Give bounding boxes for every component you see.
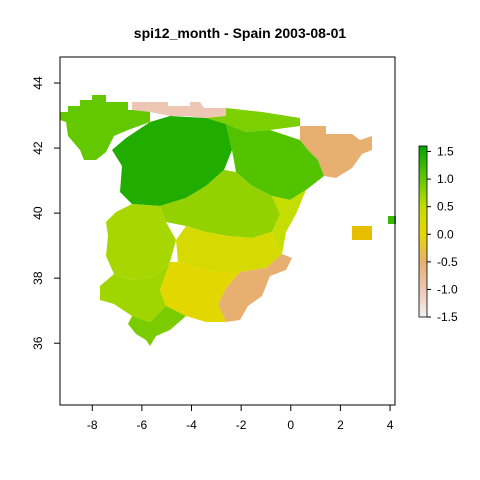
legend-ticks: 1.5 1.0 0.5 0.0 -0.5 -1.0 -1.5 — [427, 145, 458, 324]
y-tick-label: 38 — [31, 271, 45, 285]
legend-tick-label: -0.5 — [437, 255, 458, 269]
y-tick-label: 36 — [31, 336, 45, 350]
region-menorca — [388, 216, 396, 224]
x-tick-label: 4 — [387, 418, 394, 432]
y-tick-label: 44 — [31, 76, 45, 90]
x-tick-label: 2 — [337, 418, 344, 432]
y-axis: 36 38 40 42 44 — [31, 76, 60, 350]
x-axis: -8 -6 -4 -2 0 2 4 — [87, 405, 394, 432]
region-mallorca — [352, 226, 372, 240]
plot-title: spi12_month - Spain 2003-08-01 — [134, 25, 347, 41]
color-legend: 1.5 1.0 0.5 0.0 -0.5 -1.0 -1.5 — [418, 145, 458, 324]
region-castilla-leon — [112, 116, 232, 206]
legend-tick-label: 0.5 — [437, 200, 454, 214]
y-tick-label: 40 — [31, 206, 45, 220]
legend-tick-label: 1.0 — [437, 172, 454, 186]
region-catalonia-northeast — [300, 126, 372, 178]
x-tick-label: -2 — [236, 418, 247, 432]
region-madrid-central — [160, 170, 280, 238]
legend-color-bar — [418, 145, 428, 318]
region-cadiz-southwest — [128, 306, 186, 346]
region-murcia-southeast — [218, 254, 292, 322]
x-tick-label: -8 — [87, 418, 98, 432]
legend-tick-label: -1.0 — [437, 282, 458, 296]
region-castilla-la-mancha — [176, 226, 282, 272]
region-western-andalusia — [100, 262, 170, 322]
spi-raster-map — [60, 95, 396, 346]
legend-tick-label: 0.0 — [437, 227, 454, 241]
region-cantabria-basque-coast — [132, 102, 226, 118]
region-extremadura — [106, 204, 176, 280]
plot-frame — [59, 56, 396, 406]
region-galicia-asturias — [60, 95, 150, 160]
legend-tick-label: -1.5 — [437, 310, 458, 324]
x-tick-label: -4 — [186, 418, 197, 432]
region-ebro-valley — [226, 124, 324, 200]
region-eastern-andalusia — [160, 262, 240, 322]
region-valencia-coast — [272, 190, 306, 254]
legend-tick-label: 1.5 — [437, 145, 454, 159]
region-pyrenees-navarra — [206, 108, 300, 132]
x-tick-label: 0 — [287, 418, 294, 432]
y-tick-label: 42 — [31, 141, 45, 155]
x-tick-label: -6 — [137, 418, 148, 432]
